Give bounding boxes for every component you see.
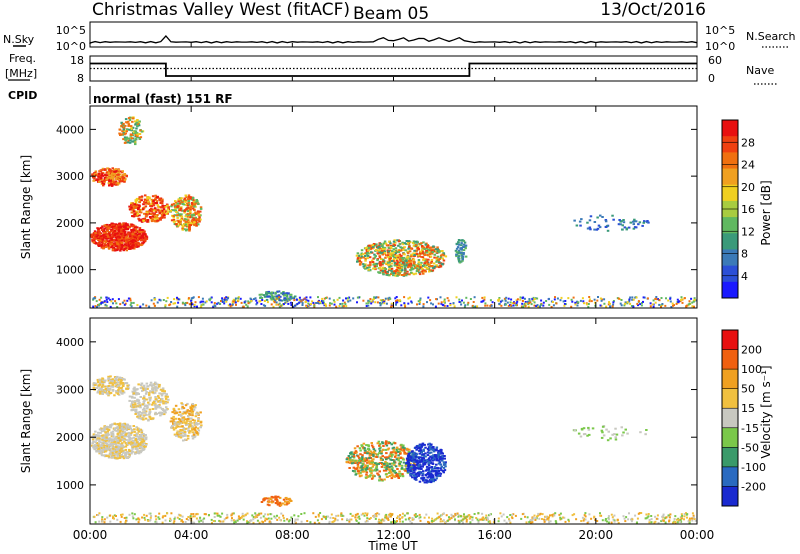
nave-tick-top: 60 [708,54,722,67]
freq-trace [90,62,697,77]
colorbar-tick-5: -50 [741,441,759,454]
x-axis-label: Time UT [367,539,418,553]
ytick-label-3: 4000 [56,336,84,349]
colorbar-tick-3: 15 [741,402,755,415]
x-tick-label-5: 20:00 [579,528,614,542]
ytick-label-1: 2000 [56,431,84,444]
colorbar-tick-4: 20 [741,181,755,194]
ytick-label-1: 2000 [56,217,84,230]
colorbar-swatch [722,349,738,370]
nsky-tick-top: 10^5 [56,24,86,37]
ytick-label-0: 1000 [56,479,84,492]
colorbar-tick-5: 24 [741,159,755,172]
beam-label: Beam 05 [353,4,429,24]
colorbar-swatch [722,486,738,507]
velocity-colorbar-label: Velocity [m s⁻¹] [759,365,773,458]
colorbar-swatch [722,330,738,351]
velocity-panel: 1000 2000 3000 4000 Slant Range [km] [19,317,698,525]
colorbar-tick-2: 50 [741,383,755,396]
nave-tick-bottom: 0 [708,72,715,85]
x-axis: 00:00 04:00 08:00 12:00 16:00 20:00 00:00 [73,43,715,542]
x-tick-label-1: 04:00 [174,528,209,542]
colorbar-swatch [722,265,738,283]
nsky-label: N.Sky [3,33,35,46]
colorbar-tick-1: 100 [741,363,762,376]
colorbar-swatch [722,152,738,170]
velocity-ylabel: Slant Range [km] [19,369,33,473]
ytick-label-0: 1000 [56,264,84,277]
colorbar-swatch [722,281,738,299]
x-tick-label-0: 00:00 [73,528,108,542]
colorbar-swatch [722,249,738,267]
power-colorbar: 4 8 12 16 20 24 28 [721,119,755,299]
colorbar-swatch [722,168,738,186]
colorbar-tick-7: -200 [741,480,766,493]
colorbar-swatch [722,466,738,487]
freq-unit: [MHz] [5,67,37,80]
x-tick-label-4: 16:00 [477,528,512,542]
x-tick-label-6: 00:00 [680,528,715,542]
ytick-label-3: 4000 [56,123,84,136]
cpid-label: CPID [8,89,37,102]
colorbar-swatch [722,184,738,202]
nsky-trace [89,35,698,44]
nsky-strip: N.Sky 10^5 10^0 10^5 10^0 N.Search [3,21,796,53]
x-tick-label-2: 08:00 [275,528,310,542]
x-tick-label-3: 12:00 [376,528,411,542]
colorbar-tick-6: -100 [741,461,766,474]
cpid-value: normal (fast) 151 RF [93,92,233,106]
station-title: Christmas Valley West (fitACF) [92,0,350,20]
freq-tick-bottom: 8 [77,72,84,85]
colorbar-tick-1: 8 [741,248,748,261]
colorbar-tick-6: 28 [741,136,755,149]
colorbar-swatch [722,136,738,153]
nsearch-label: N.Search [746,30,796,43]
colorbar-swatch [722,427,738,448]
ytick-label-2: 3000 [56,170,84,183]
colorbar-tick-0: 200 [741,344,762,357]
colorbar-swatch [722,447,738,468]
nsearch-tick-bottom: 10^0 [705,40,735,53]
freq-tick-top: 18 [70,54,84,67]
colorbar-swatch [722,120,738,137]
colorbar-tick-4: -15 [741,422,759,435]
power-ylabel: Slant Range [km] [19,155,33,259]
colorbar-swatch [722,388,738,409]
freq-label: Freq. [9,52,36,65]
date-label: 13/Oct/2016 [600,0,706,20]
nsky-tick-bottom: 10^0 [56,40,86,53]
freq-strip: Freq. [MHz] 18 8 60 0 Nave [5,52,778,85]
ytick-label-2: 3000 [56,384,84,397]
colorbar-tick-3: 16 [741,203,755,216]
colorbar-swatch [722,217,738,234]
colorbar-swatch [722,369,738,390]
nsearch-tick-top: 10^5 [705,24,735,37]
colorbar-swatch [722,408,738,429]
nave-label: Nave [746,64,774,77]
power-colorbar-label: Power [dB] [759,180,773,245]
velocity-colorbar: 200 100 50 15 -15 -50 -100 -200 [721,329,766,507]
colorbar-tick-0: 4 [741,270,748,283]
power-panel: 1000 2000 3000 4000 Slant Range [km] [19,105,698,309]
colorbar-swatch [722,233,738,250]
colorbar-tick-2: 12 [741,225,755,238]
